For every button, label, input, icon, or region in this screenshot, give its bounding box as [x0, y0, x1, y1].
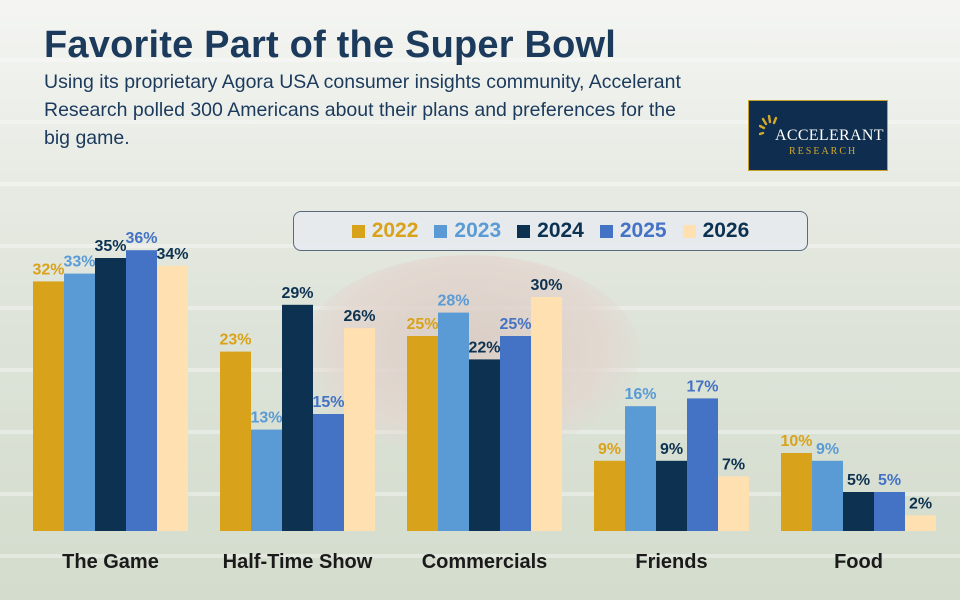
bar-value-label: 15% — [312, 394, 344, 411]
bar-2024-the-game — [95, 258, 126, 531]
logo-name: ACCELERANT — [775, 127, 884, 144]
bar-2022-half-time-show — [220, 351, 251, 531]
bar-value-label: 10% — [780, 433, 812, 450]
bar-2022-commercials — [407, 336, 438, 531]
legend-swatch — [517, 224, 531, 238]
bar-value-label: 34% — [156, 246, 188, 263]
legend-label: 2023 — [454, 219, 502, 242]
legend-item-2022: 2022 — [351, 219, 419, 243]
legend-swatch — [351, 224, 365, 238]
legend-label: 2026 — [702, 219, 750, 242]
bar-value-label: 22% — [468, 339, 500, 356]
legend-item-2025: 2025 — [599, 219, 667, 243]
chart-subtitle: Using its proprietary Agora USA consumer… — [44, 71, 681, 149]
bar-2026-the-game — [157, 265, 188, 531]
legend-label: 2024 — [537, 219, 584, 242]
bar-2025-the-game — [126, 250, 157, 531]
bar-2026-food — [905, 515, 936, 531]
bar-2025-commercials — [500, 336, 531, 531]
category-label: Commercials — [422, 551, 548, 573]
chart-legend: 2022 2023 2024 2025 2026 — [293, 211, 808, 251]
bar-value-label: 33% — [63, 254, 95, 271]
legend-item-2026: 2026 — [682, 219, 750, 243]
bar-2022-the-game — [33, 281, 64, 531]
bar-2026-half-time-show — [344, 328, 375, 531]
bar-2023-commercials — [438, 312, 469, 531]
bar-value-label: 32% — [32, 261, 64, 278]
legend-label: 2025 — [619, 219, 667, 242]
logo-subtitle: RESEARCH — [789, 146, 858, 157]
chart-title: Favorite Part of the Super Bowl — [44, 24, 617, 66]
legend-swatch — [599, 224, 613, 238]
bar-value-label: 17% — [686, 378, 718, 395]
category-label: Friends — [635, 551, 707, 573]
bar-value-label: 29% — [281, 285, 313, 302]
bar-2024-food — [843, 492, 874, 531]
bar-value-label: 7% — [722, 456, 745, 473]
bar-value-label: 30% — [530, 277, 562, 294]
category-label: Half-Time Show — [223, 551, 373, 573]
bar-2023-half-time-show — [251, 429, 282, 531]
bar-value-label: 9% — [598, 441, 621, 458]
legend-swatch — [434, 224, 448, 238]
bar-value-label: 36% — [125, 230, 157, 247]
bar-value-label: 5% — [847, 472, 870, 489]
accelerant-logo: ACCELERANT RESEARCH — [748, 100, 888, 171]
bar-value-label: 2% — [909, 495, 932, 512]
category-label: Food — [834, 551, 883, 573]
bar-2023-the-game — [64, 273, 95, 531]
bar-2022-friends — [594, 460, 625, 531]
bar-2025-friends — [687, 398, 718, 531]
bar-2024-friends — [656, 460, 687, 531]
bar-value-label: 23% — [219, 332, 251, 349]
bar-2026-commercials — [531, 297, 562, 531]
bar-2024-half-time-show — [282, 304, 313, 531]
bar-2026-friends — [718, 476, 749, 531]
logo-burst-icon — [759, 115, 778, 136]
bar-2024-commercials — [469, 359, 500, 531]
bar-value-label: 25% — [406, 316, 438, 333]
bar-2025-food — [874, 492, 905, 531]
bar-value-label: 5% — [878, 472, 901, 489]
bar-value-label: 16% — [624, 386, 656, 403]
bar-2025-half-time-show — [313, 414, 344, 531]
legend-swatch — [682, 224, 696, 238]
bar-value-label: 26% — [343, 308, 375, 325]
bar-value-label: 35% — [94, 238, 126, 255]
bar-value-label: 9% — [660, 441, 683, 458]
legend-item-2023: 2023 — [434, 219, 501, 243]
category-label: The Game — [62, 551, 159, 573]
legend-item-2024: 2024 — [517, 219, 584, 243]
bar-value-label: 28% — [437, 293, 469, 310]
bar-value-label: 25% — [499, 316, 531, 333]
bar-value-label: 9% — [816, 441, 839, 458]
bar-2023-friends — [625, 406, 656, 531]
legend-label: 2022 — [371, 219, 419, 242]
bar-2022-food — [781, 453, 812, 531]
bar-value-label: 13% — [250, 410, 282, 427]
bar-2023-food — [812, 460, 843, 531]
